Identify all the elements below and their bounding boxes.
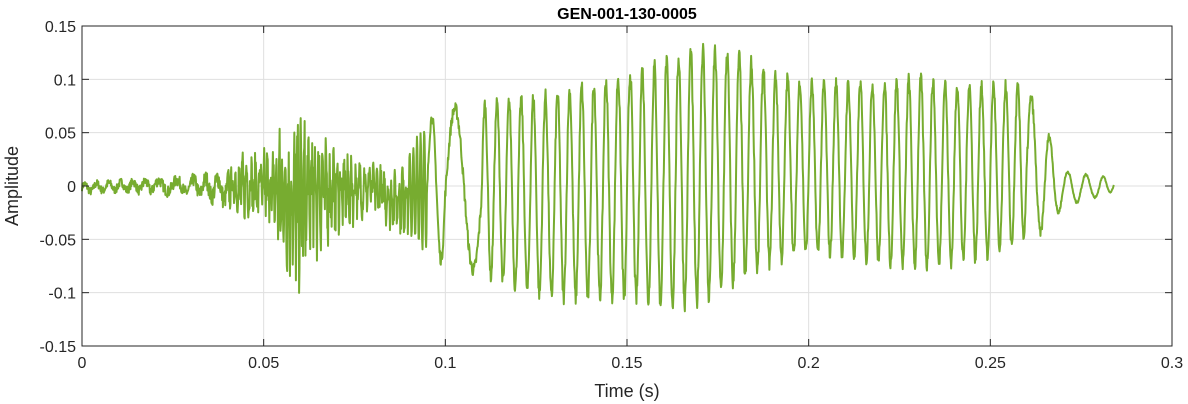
x-tick-label: 0.05 bbox=[248, 355, 279, 372]
series-layer bbox=[81, 42, 1115, 313]
y-tick-labels: -0.15 -0.1 -0.05 0 0.05 0.1 0.15 bbox=[40, 19, 77, 356]
x-tick-label: 0.3 bbox=[1161, 355, 1183, 372]
y-tick-label: 0.15 bbox=[45, 19, 76, 36]
x-tick-label: 0.25 bbox=[975, 355, 1006, 372]
x-tick-label: 0.1 bbox=[434, 355, 456, 372]
x-tick-labels: 0 0.05 0.1 0.15 0.2 0.25 0.3 bbox=[78, 355, 1184, 372]
y-tick-label: 0 bbox=[67, 179, 76, 196]
y-tick-label: -0.15 bbox=[40, 339, 77, 356]
x-axis-label: Time (s) bbox=[594, 381, 659, 401]
x-tick-label: 0.2 bbox=[798, 355, 820, 372]
y-tick-label: -0.05 bbox=[40, 232, 77, 249]
x-tick-label: 0.15 bbox=[611, 355, 642, 372]
ticks bbox=[81, 25, 1173, 347]
y-tick-label: 0.05 bbox=[45, 126, 76, 143]
chart-title: GEN-001-130-0005 bbox=[557, 6, 697, 23]
x-tick-label: 0 bbox=[78, 355, 87, 372]
waveform-series-line bbox=[81, 42, 1115, 313]
y-axis-label: Amplitude bbox=[2, 146, 22, 226]
y-tick-label: -0.1 bbox=[48, 286, 76, 303]
y-tick-label: 0.1 bbox=[54, 72, 76, 89]
